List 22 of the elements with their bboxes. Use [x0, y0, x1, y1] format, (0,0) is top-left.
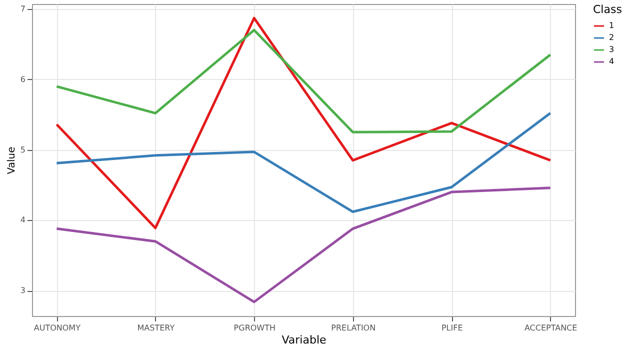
x-tick-label: PRELATION: [331, 324, 376, 332]
y-tick-label: 5: [20, 145, 26, 154]
y-tick-label: 3: [20, 286, 26, 296]
x-tick-label: AUTONOMY: [34, 324, 81, 332]
line-series: [55, 186, 552, 304]
x-tick-label: PLIFE: [441, 324, 463, 332]
x-tick-label: MASTERY: [137, 324, 175, 332]
legend-label: 4: [609, 57, 614, 66]
legend-title: Class: [593, 3, 622, 16]
y-axis-title: Value: [6, 146, 18, 174]
x-axis-title: Variable: [282, 334, 326, 346]
legend-label: 2: [609, 33, 614, 42]
legend-label: 1: [609, 21, 614, 30]
x-tick-label: PGROWTH: [234, 324, 276, 332]
line-series: [55, 16, 552, 230]
legend-label: 3: [609, 45, 614, 54]
y-tick-label: 7: [20, 4, 26, 14]
x-tick-label: ACCEPTANCE: [524, 324, 578, 332]
line-series: [55, 28, 552, 134]
y-tick-label: 6: [20, 74, 26, 84]
line-series: [55, 112, 552, 214]
y-tick-label: 4: [20, 216, 26, 225]
